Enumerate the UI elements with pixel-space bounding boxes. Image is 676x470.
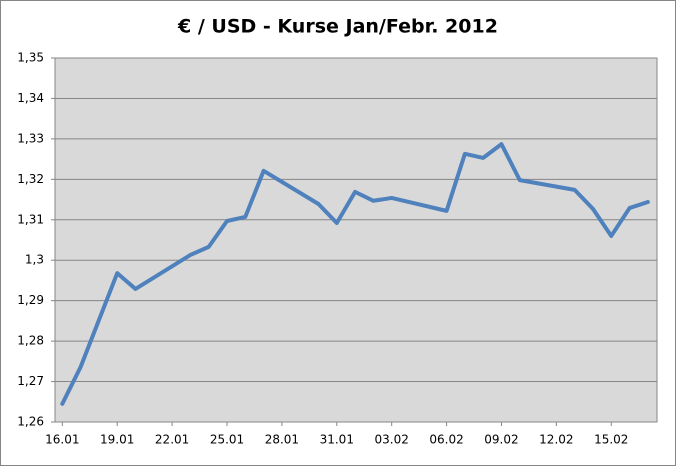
x-tick-label: 09.02 <box>484 433 518 447</box>
plot-area <box>54 57 658 423</box>
x-tick-label: 06.02 <box>429 433 463 447</box>
x-tick-label: 12.02 <box>539 433 573 447</box>
x-tick-label: 15.02 <box>594 433 628 447</box>
x-tick-label: 03.02 <box>375 433 409 447</box>
x-tick-label: 19.01 <box>100 433 134 447</box>
y-tick-label: 1,35 <box>17 51 44 65</box>
y-tick-label: 1,27 <box>17 374 44 388</box>
y-tick-label: 1,31 <box>17 212 44 226</box>
y-tick-label: 1,29 <box>17 293 44 307</box>
x-tick-label: 16.01 <box>45 433 79 447</box>
x-tick-label: 25.01 <box>210 433 244 447</box>
x-tick-label: 22.01 <box>155 433 189 447</box>
y-tick-label: 1,33 <box>17 131 44 145</box>
y-tick-label: 1,32 <box>17 172 44 186</box>
chart-title: € / USD - Kurse Jan/Febr. 2012 <box>177 16 498 38</box>
y-tick-label: 1,28 <box>17 334 44 348</box>
x-tick-label: 28.01 <box>265 433 299 447</box>
y-tick-label: 1,34 <box>17 91 44 105</box>
y-tick-label: 1,26 <box>17 415 44 429</box>
x-tick-label: 31.01 <box>320 433 354 447</box>
y-tick-label: 1,3 <box>25 253 44 267</box>
data-line <box>60 142 650 406</box>
